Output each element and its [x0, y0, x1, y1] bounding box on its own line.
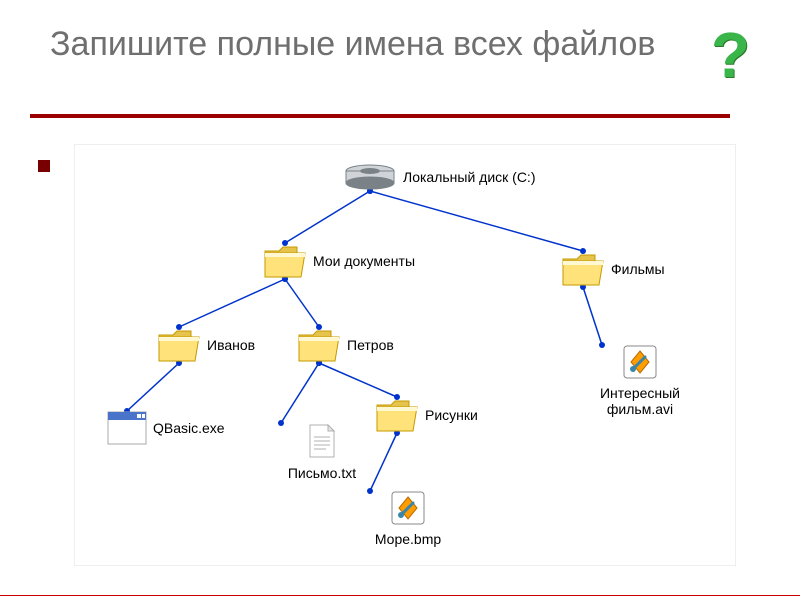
tree-node-ivanov: Иванов	[157, 327, 255, 363]
node-label: Иванов	[207, 337, 255, 353]
folder-icon	[375, 397, 419, 433]
node-label: Письмо.txt	[267, 465, 377, 481]
folder-icon	[263, 243, 307, 279]
tree-node-sea: Море.bmp	[353, 491, 463, 547]
folder-icon	[157, 327, 201, 363]
node-label: Интересный фильм.avi	[585, 385, 695, 417]
tree-node-films: Фильмы	[561, 251, 665, 287]
node-label: Море.bmp	[353, 531, 463, 547]
tree-diagram: Локальный диск (C:) Мои документы Фильмы Ив…	[74, 144, 736, 566]
title-divider	[30, 114, 730, 118]
tree-node-movie: Интересный фильм.avi	[585, 345, 695, 417]
window-icon	[107, 411, 147, 445]
tree-node-qbasic: QBasic.exe	[107, 411, 225, 445]
node-label: QBasic.exe	[153, 420, 225, 436]
node-label: Мои документы	[313, 253, 415, 269]
txt-icon	[308, 423, 336, 459]
paint-icon	[391, 491, 425, 525]
title-text: Запишите полные имена всех файлов	[50, 24, 690, 64]
slide-bullet	[38, 160, 50, 172]
tree-node-letter: Письмо.txt	[267, 423, 377, 481]
tree-node-pics: Рисунки	[375, 397, 478, 433]
node-label: Локальный диск (C:)	[403, 169, 536, 185]
slide-title: Запишите полные имена всех файлов	[50, 24, 690, 64]
tree-node-petrov: Петров	[297, 327, 394, 363]
node-label: Рисунки	[425, 407, 478, 423]
avi-icon	[623, 345, 657, 379]
folder-icon	[297, 327, 341, 363]
drive-icon	[343, 163, 397, 191]
tree-node-root: Локальный диск (C:)	[343, 163, 536, 191]
tree-node-docs: Мои документы	[263, 243, 415, 279]
question-mark-icon: ?	[711, 18, 750, 92]
footer-rule	[0, 595, 800, 596]
node-label: Петров	[347, 337, 394, 353]
folder-icon	[561, 251, 605, 287]
node-label: Фильмы	[611, 261, 665, 277]
